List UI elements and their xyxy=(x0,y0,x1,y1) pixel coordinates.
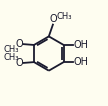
Text: O: O xyxy=(16,58,23,68)
Text: O: O xyxy=(16,39,23,49)
Text: OH: OH xyxy=(74,40,89,50)
Text: CH₃: CH₃ xyxy=(56,12,72,21)
Text: CH₃: CH₃ xyxy=(4,45,19,54)
Text: OH: OH xyxy=(74,57,89,67)
Text: CH₃: CH₃ xyxy=(4,53,19,62)
Text: O: O xyxy=(49,14,57,24)
